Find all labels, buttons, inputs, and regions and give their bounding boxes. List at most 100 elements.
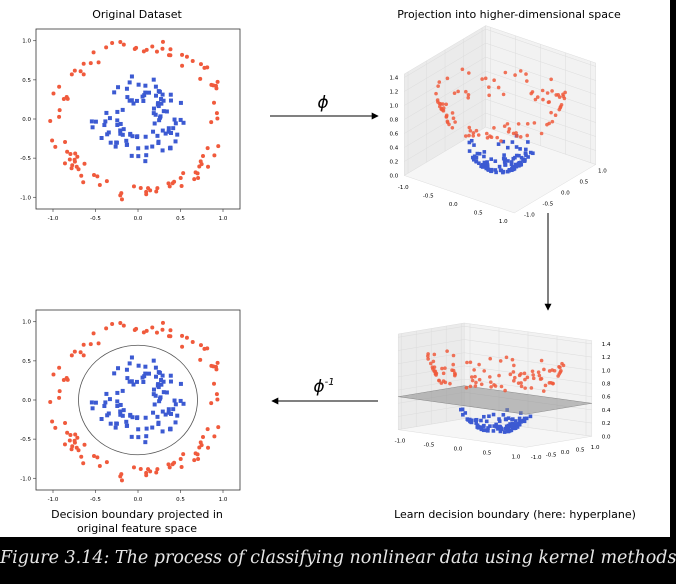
inner-class-point — [136, 435, 141, 440]
outer-class-point — [523, 386, 527, 390]
inner-class-point — [124, 419, 129, 424]
inner-class-point — [489, 167, 494, 172]
outer-class-point — [503, 70, 508, 75]
grid-line — [398, 352, 592, 371]
outer-class-point — [453, 372, 457, 377]
outer-class-point — [53, 144, 58, 149]
outer-class-point — [215, 397, 220, 402]
outer-class-point — [160, 320, 165, 325]
outer-class-point — [148, 469, 153, 474]
outer-class-point — [508, 372, 513, 377]
inner-class-point — [131, 101, 136, 106]
outer-class-point — [531, 376, 536, 381]
outer-class-point — [563, 90, 567, 95]
outer-class-point — [471, 134, 476, 138]
outer-class-point — [53, 425, 58, 430]
outer-class-point — [547, 100, 551, 104]
outer-class-point — [180, 63, 185, 68]
inner-class-point — [141, 379, 146, 384]
grid-line — [404, 28, 596, 78]
projection-3d-plot: 1.4 1.2 1.0 0.8 0.6 0.4 0.2 0.0 -1.0 -0.5 0.0 0.5 1.… — [390, 25, 607, 225]
z-tick-label: 0.0 — [602, 434, 611, 440]
x-tick-label: 1.0 — [219, 216, 228, 222]
outer-class-point — [431, 359, 436, 364]
inner-class-point — [502, 160, 507, 164]
outer-class-point — [492, 383, 496, 387]
outer-class-point — [511, 131, 516, 136]
inner-class-point — [143, 83, 148, 88]
inner-class-point — [178, 381, 183, 386]
outer-class-point — [121, 323, 126, 328]
z-tick-label: 1.2 — [602, 355, 611, 361]
inner-class-point — [491, 412, 496, 417]
grid-line — [404, 98, 596, 148]
inner-class-point — [500, 427, 504, 432]
inner-class-point — [175, 132, 180, 137]
inner-class-point — [496, 142, 501, 146]
outer-class-point — [91, 50, 96, 55]
inner-class-point — [104, 110, 109, 115]
outer-class-point — [473, 374, 477, 379]
outer-class-point — [470, 378, 475, 383]
inner-class-point — [161, 390, 166, 395]
inner-class-point — [506, 425, 511, 430]
inner-class-point — [124, 138, 129, 143]
outer-class-point — [166, 53, 171, 58]
phi-label: ϕ — [317, 93, 328, 113]
inner-class-point — [463, 411, 468, 415]
outer-class-point — [545, 122, 549, 127]
outer-class-point — [150, 44, 155, 49]
outer-class-point — [463, 134, 468, 138]
outer-class-point — [154, 330, 159, 335]
outer-class-point — [441, 371, 446, 376]
inner-class-point — [155, 383, 160, 388]
outer-class-point — [57, 114, 62, 119]
x-tick-label: -1.0 — [48, 216, 59, 222]
inner-class-point — [486, 426, 490, 430]
outer-class-point — [466, 92, 471, 97]
outer-class-point — [205, 427, 210, 432]
inner-class-point — [486, 168, 491, 172]
inner-class-point — [505, 145, 510, 150]
outer-class-point — [517, 373, 522, 378]
outer-class-point — [467, 133, 471, 138]
inner-class-point — [150, 425, 155, 430]
inner-class-point — [181, 401, 186, 406]
outer-class-point — [562, 96, 567, 101]
outer-class-point — [444, 102, 449, 107]
outer-class-point — [501, 92, 506, 97]
inner-class-point — [469, 138, 474, 143]
outer-class-point — [214, 86, 219, 91]
outer-class-point — [487, 93, 491, 98]
outer-class-point — [451, 368, 456, 373]
inner-class-point — [136, 363, 141, 368]
inner-class-point — [517, 421, 521, 426]
z-tick-label: 1.2 — [390, 90, 399, 96]
outer-class-point — [160, 327, 165, 332]
outer-class-point — [477, 362, 481, 367]
grid-line — [398, 339, 592, 358]
outer-class-point — [48, 119, 53, 124]
outer-class-point — [445, 349, 449, 353]
y-tick-label: 1.0 — [591, 445, 600, 451]
outer-class-point — [179, 465, 184, 470]
outer-class-point — [543, 383, 548, 388]
inner-class-point — [161, 98, 166, 103]
outer-class-point — [530, 369, 535, 374]
inner-class-point — [181, 120, 186, 125]
outer-class-point — [119, 197, 124, 202]
inner-class-point — [153, 365, 158, 370]
outer-class-point — [552, 368, 557, 373]
inner-class-point — [120, 107, 125, 112]
outer-class-point — [166, 462, 171, 467]
outer-class-point — [447, 122, 451, 127]
outer-class-point — [181, 452, 186, 457]
inner-class-point — [518, 147, 522, 151]
outer-class-point — [88, 342, 93, 347]
title-decision-boundary-line2: original feature space — [77, 522, 197, 535]
outer-class-point — [95, 455, 100, 460]
y-tick-label: 0.0 — [561, 191, 570, 197]
inner-class-point — [102, 404, 107, 409]
grid-line — [398, 378, 592, 397]
outer-class-point — [451, 353, 456, 358]
